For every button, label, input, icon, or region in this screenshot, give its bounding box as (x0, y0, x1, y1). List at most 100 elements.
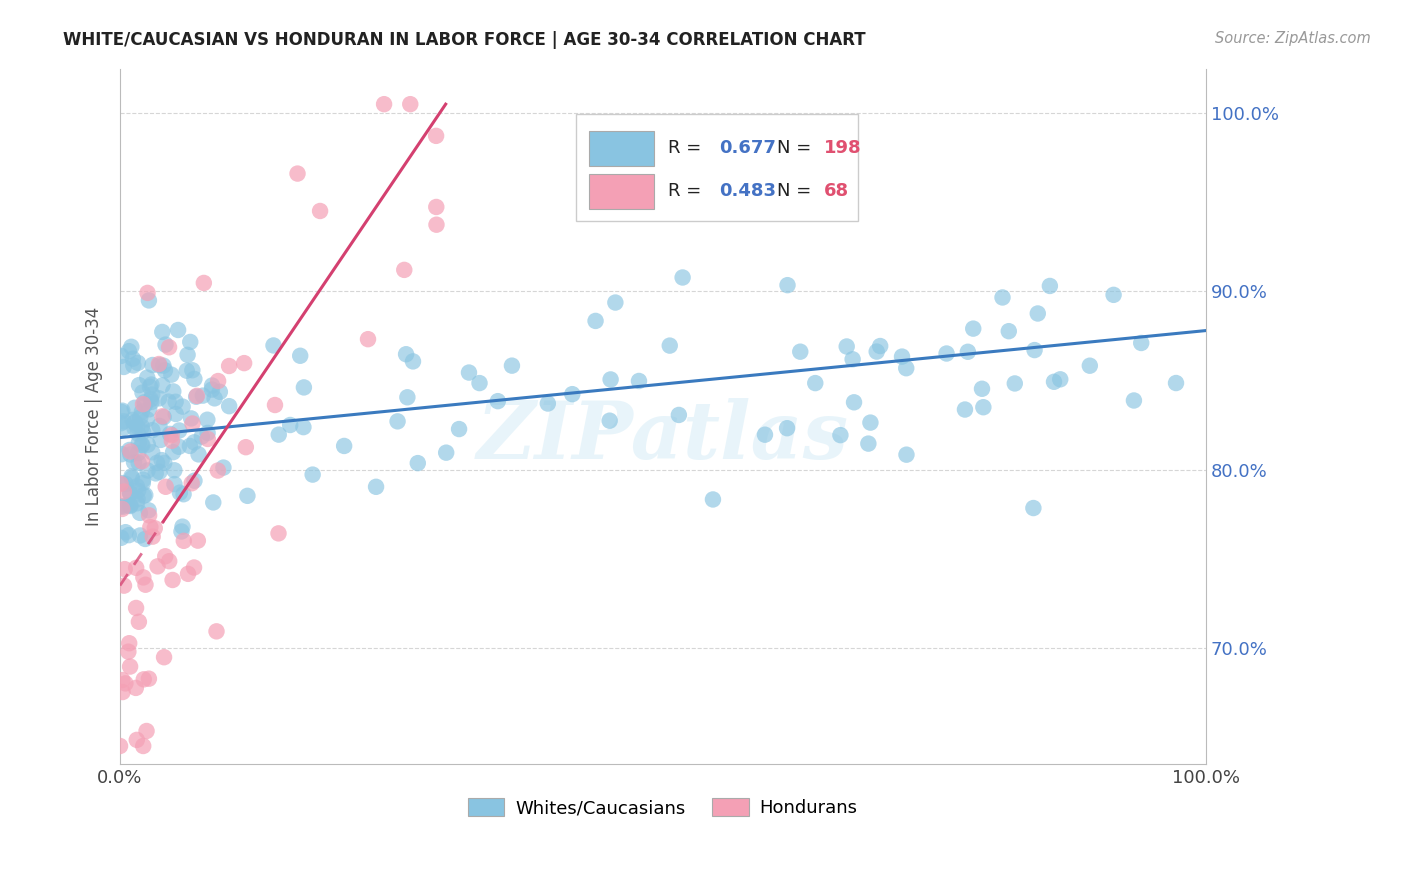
Whites/Caucasians (112, 500, 135, 514)
Whites/Caucasians (167, 323, 190, 337)
Whites/Caucasians (859, 416, 882, 430)
Hondurans (187, 533, 209, 548)
Whites/Caucasians (395, 347, 418, 361)
Whites/Caucasians (830, 428, 852, 442)
Hondurans (114, 676, 136, 690)
Whites/Caucasians (218, 399, 240, 413)
Whites/Caucasians (1026, 306, 1049, 320)
Text: N =: N = (776, 182, 817, 201)
Whites/Caucasians (149, 433, 172, 447)
Whites/Caucasians (141, 358, 163, 372)
Text: 198: 198 (824, 139, 860, 157)
Hondurans (125, 561, 148, 575)
Whites/Caucasians (124, 421, 146, 435)
Whites/Caucasians (176, 364, 198, 378)
Hondurans (143, 521, 166, 535)
Whites/Caucasians (148, 392, 170, 406)
Whites/Caucasians (191, 389, 214, 403)
Whites/Caucasians (127, 426, 149, 441)
Whites/Caucasians (163, 477, 186, 491)
Whites/Caucasians (111, 403, 134, 417)
Whites/Caucasians (118, 442, 141, 457)
Whites/Caucasians (179, 334, 201, 349)
Text: R =: R = (668, 139, 707, 157)
Whites/Caucasians (202, 495, 225, 509)
Whites/Caucasians (134, 488, 156, 502)
Whites/Caucasians (434, 445, 457, 459)
Whites/Caucasians (172, 519, 194, 533)
Whites/Caucasians (991, 290, 1014, 304)
Hondurans (135, 724, 157, 739)
Hondurans (155, 549, 177, 564)
Whites/Caucasians (180, 411, 202, 425)
Text: R =: R = (668, 182, 707, 201)
Text: 0.677: 0.677 (720, 139, 776, 157)
Hondurans (139, 520, 162, 534)
Whites/Caucasians (112, 359, 135, 374)
Hondurans (138, 672, 160, 686)
Whites/Caucasians (278, 417, 301, 432)
Whites/Caucasians (131, 438, 153, 452)
Whites/Caucasians (935, 346, 957, 360)
Whites/Caucasians (561, 387, 583, 401)
FancyBboxPatch shape (589, 131, 654, 166)
Whites/Caucasians (501, 359, 523, 373)
Hondurans (134, 578, 156, 592)
Text: ZIPatlas: ZIPatlas (477, 399, 849, 475)
Hondurans (160, 434, 183, 448)
Whites/Caucasians (125, 496, 148, 510)
Whites/Caucasians (804, 376, 827, 390)
Whites/Caucasians (292, 420, 315, 434)
Whites/Caucasians (121, 471, 143, 485)
Whites/Caucasians (111, 476, 134, 491)
Whites/Caucasians (152, 378, 174, 392)
Whites/Caucasians (972, 401, 994, 415)
Whites/Caucasians (121, 413, 143, 427)
Hondurans (118, 636, 141, 650)
Whites/Caucasians (1164, 376, 1187, 390)
Whites/Caucasians (962, 321, 984, 335)
Whites/Caucasians (129, 410, 152, 425)
Whites/Caucasians (132, 473, 155, 487)
Hondurans (114, 562, 136, 576)
Hondurans (117, 645, 139, 659)
Whites/Caucasians (128, 506, 150, 520)
Whites/Caucasians (212, 460, 235, 475)
Whites/Caucasians (145, 467, 167, 481)
Whites/Caucasians (132, 476, 155, 491)
Whites/Caucasians (136, 370, 159, 384)
Whites/Caucasians (201, 378, 224, 392)
Whites/Caucasians (301, 467, 323, 482)
Whites/Caucasians (183, 372, 205, 386)
Whites/Caucasians (896, 361, 918, 376)
Hondurans (125, 732, 148, 747)
Text: 68: 68 (824, 182, 849, 201)
Whites/Caucasians (160, 368, 183, 382)
Whites/Caucasians (139, 392, 162, 407)
Whites/Caucasians (131, 419, 153, 434)
Hondurans (136, 285, 159, 300)
Whites/Caucasians (1130, 336, 1153, 351)
Hondurans (264, 398, 287, 412)
Whites/Caucasians (129, 528, 152, 542)
Whites/Caucasians (585, 314, 607, 328)
Whites/Caucasians (127, 446, 149, 460)
Hondurans (399, 97, 422, 112)
Hondurans (112, 484, 135, 499)
Whites/Caucasians (148, 358, 170, 372)
Hondurans (132, 570, 155, 584)
Whites/Caucasians (292, 380, 315, 394)
Whites/Caucasians (1039, 279, 1062, 293)
Whites/Caucasians (138, 402, 160, 417)
Whites/Caucasians (162, 445, 184, 459)
Whites/Caucasians (124, 416, 146, 430)
Whites/Caucasians (599, 372, 621, 386)
Whites/Caucasians (117, 499, 139, 513)
Whites/Caucasians (110, 500, 132, 514)
Whites/Caucasians (136, 412, 159, 426)
Whites/Caucasians (141, 395, 163, 409)
Text: Source: ZipAtlas.com: Source: ZipAtlas.com (1215, 31, 1371, 46)
Whites/Caucasians (114, 476, 136, 491)
Legend: Whites/Caucasians, Hondurans: Whites/Caucasians, Hondurans (461, 790, 865, 824)
Whites/Caucasians (132, 489, 155, 503)
